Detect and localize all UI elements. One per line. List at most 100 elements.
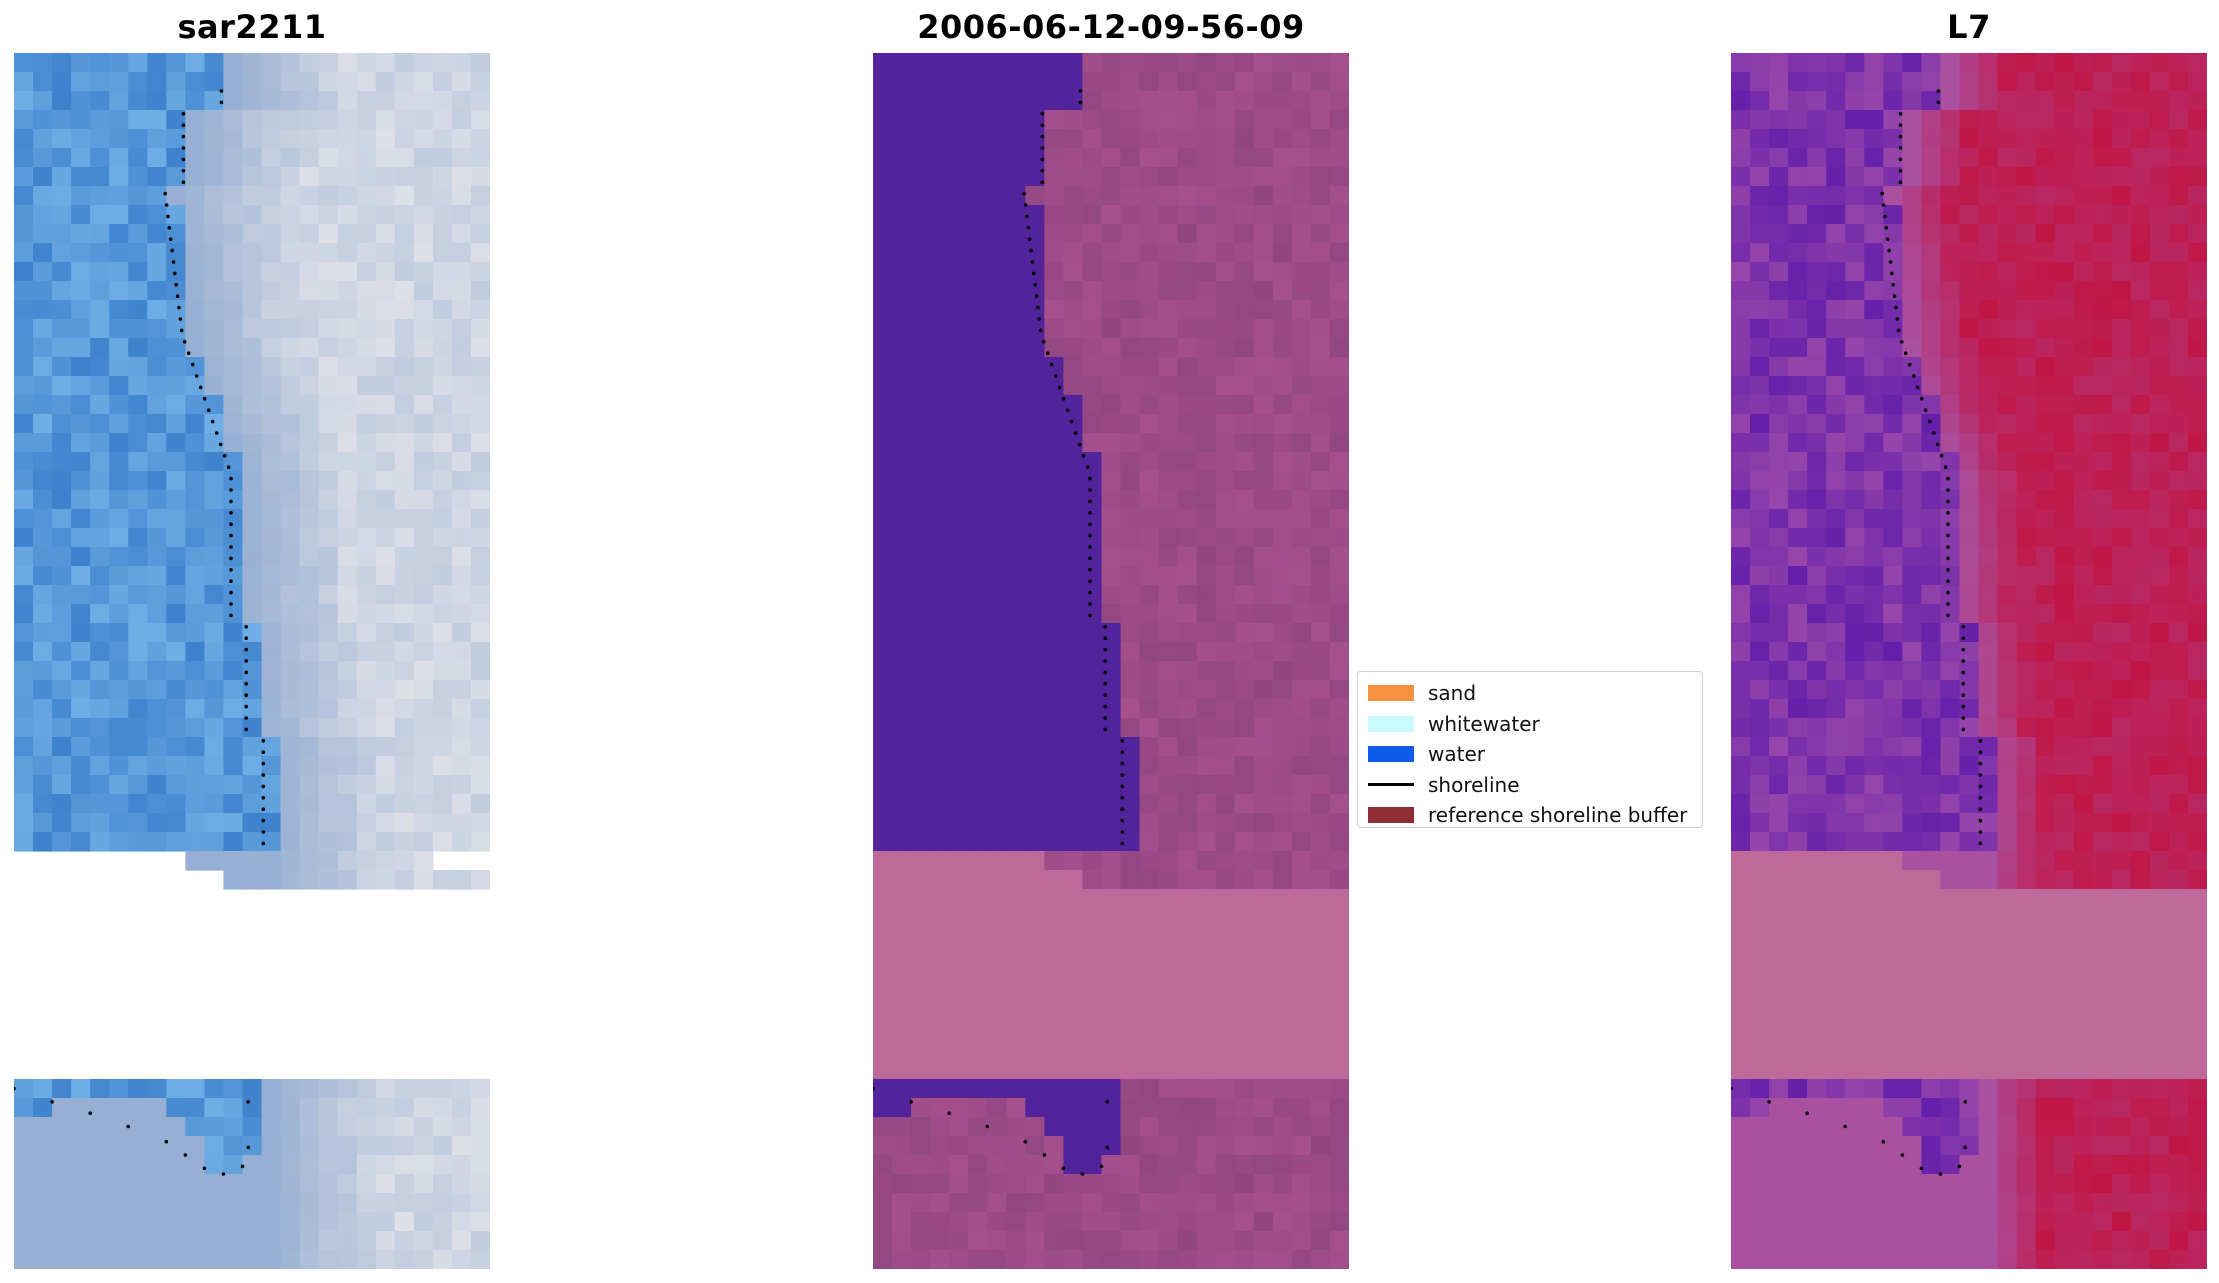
pixel-cell <box>185 490 205 510</box>
pixel-cell <box>1006 1003 1026 1023</box>
shoreline-point <box>1103 727 1107 732</box>
pixel-cell <box>1329 148 1349 168</box>
pixel-cell <box>1788 1117 1808 1137</box>
pixel-cell <box>261 1174 282 1194</box>
pixel-cell <box>1959 376 1980 396</box>
pixel-cell <box>1082 243 1103 263</box>
pixel-cell <box>451 300 472 320</box>
pixel-cell <box>1883 1060 1903 1080</box>
pixel-cell <box>470 528 490 548</box>
pixel-cell <box>1807 72 1827 92</box>
shoreline-point <box>177 305 181 310</box>
pixel-cell <box>2035 490 2056 510</box>
pixel-cell <box>1788 1250 1808 1269</box>
pixel-cell <box>318 1155 339 1175</box>
pixel-cell <box>1826 1079 1846 1099</box>
pixel-cell <box>2187 110 2207 130</box>
pixel-cell <box>1310 1041 1331 1061</box>
pixel-cell <box>90 471 110 491</box>
pixel-cell <box>1063 1117 1084 1137</box>
pixel-cell <box>1291 357 1312 377</box>
pixel-cell <box>413 661 434 681</box>
pixel-cell <box>968 129 988 149</box>
pixel-cell <box>223 91 244 111</box>
pixel-cell <box>1310 72 1331 92</box>
shoreline-point <box>1978 807 1983 811</box>
pixel-cell <box>892 357 912 377</box>
pixel-cell <box>1291 794 1312 814</box>
pixel-cell <box>1101 414 1122 434</box>
pixel-cell <box>394 262 415 282</box>
pixel-cell <box>1921 1136 1942 1156</box>
pixel-cell <box>2168 566 2189 586</box>
pixel-cell <box>1215 1003 1236 1023</box>
pixel-cell <box>1921 53 1942 73</box>
pixel-cell <box>1826 756 1846 776</box>
shoreline-point <box>1946 511 1950 515</box>
pixel-cell <box>949 604 969 624</box>
pixel-cell <box>71 338 91 358</box>
pixel-cell <box>261 794 282 814</box>
pixel-cell <box>1139 775 1160 795</box>
pixel-cell <box>949 129 969 149</box>
pixel-cell <box>318 509 339 529</box>
pixel-cell <box>1082 110 1103 130</box>
shoreline-point <box>1946 522 1950 526</box>
pixel-cell <box>1807 946 1827 966</box>
pixel-cell <box>987 813 1007 833</box>
pixel-cell <box>147 642 167 662</box>
pixel-cell <box>1196 509 1217 529</box>
pixel-cell <box>1006 1174 1026 1194</box>
pixel-cell <box>90 566 110 586</box>
pixel-cell <box>1940 53 1961 73</box>
pixel-cell <box>356 129 377 149</box>
pixel-cell <box>1120 889 1141 909</box>
pixel-cell <box>356 148 377 168</box>
pixel-cell <box>1826 946 1846 966</box>
pixel-cell <box>1177 129 1198 149</box>
pixel-cell <box>2187 1117 2207 1137</box>
pixel-cell <box>1196 946 1217 966</box>
pixel-cell <box>1997 376 2018 396</box>
pixel-cell <box>1750 452 1770 472</box>
pixel-cell <box>1902 414 1922 434</box>
pixel-cell <box>1921 775 1942 795</box>
pixel-cell <box>2130 680 2151 700</box>
pixel-cell <box>1063 661 1084 681</box>
pixel-cell <box>1253 756 1274 776</box>
pixel-cell <box>949 509 969 529</box>
pixel-cell <box>337 794 358 814</box>
pixel-cell <box>1959 927 1980 947</box>
pixel-cell <box>71 167 91 187</box>
pixel-cell <box>1272 623 1293 643</box>
pixel-cell <box>318 167 339 187</box>
pixel-cell <box>1826 91 1846 111</box>
pixel-cell <box>949 528 969 548</box>
pixel-cell <box>432 1098 453 1118</box>
pixel-cell <box>261 262 282 282</box>
pixel-cell <box>2168 1155 2189 1175</box>
pixel-cell <box>280 338 301 358</box>
pixel-cell <box>1234 965 1255 985</box>
pixel-cell <box>1234 927 1255 947</box>
pixel-cell <box>451 490 472 510</box>
pixel-cell <box>1731 965 1751 985</box>
pixel-cell <box>1082 433 1103 453</box>
pixel-cell <box>2016 1231 2037 1251</box>
pixel-cell <box>71 224 91 244</box>
pixel-cell <box>930 509 950 529</box>
pixel-cell <box>2092 243 2113 263</box>
pixel-cell <box>1883 509 1903 529</box>
pixel-cell <box>2016 1136 2037 1156</box>
pixel-cell <box>1291 604 1312 624</box>
pixel-cell <box>280 528 301 548</box>
pixel-cell <box>1807 1060 1827 1080</box>
shoreline-point <box>1088 488 1092 492</box>
pixel-cell <box>1731 851 1751 871</box>
pixel-cell <box>1731 471 1751 491</box>
pixel-cell <box>242 642 263 662</box>
pixel-cell <box>2187 262 2207 282</box>
pixel-cell <box>1082 1231 1103 1251</box>
pixel-cell <box>451 1079 472 1099</box>
pixel-cell <box>2111 129 2132 149</box>
